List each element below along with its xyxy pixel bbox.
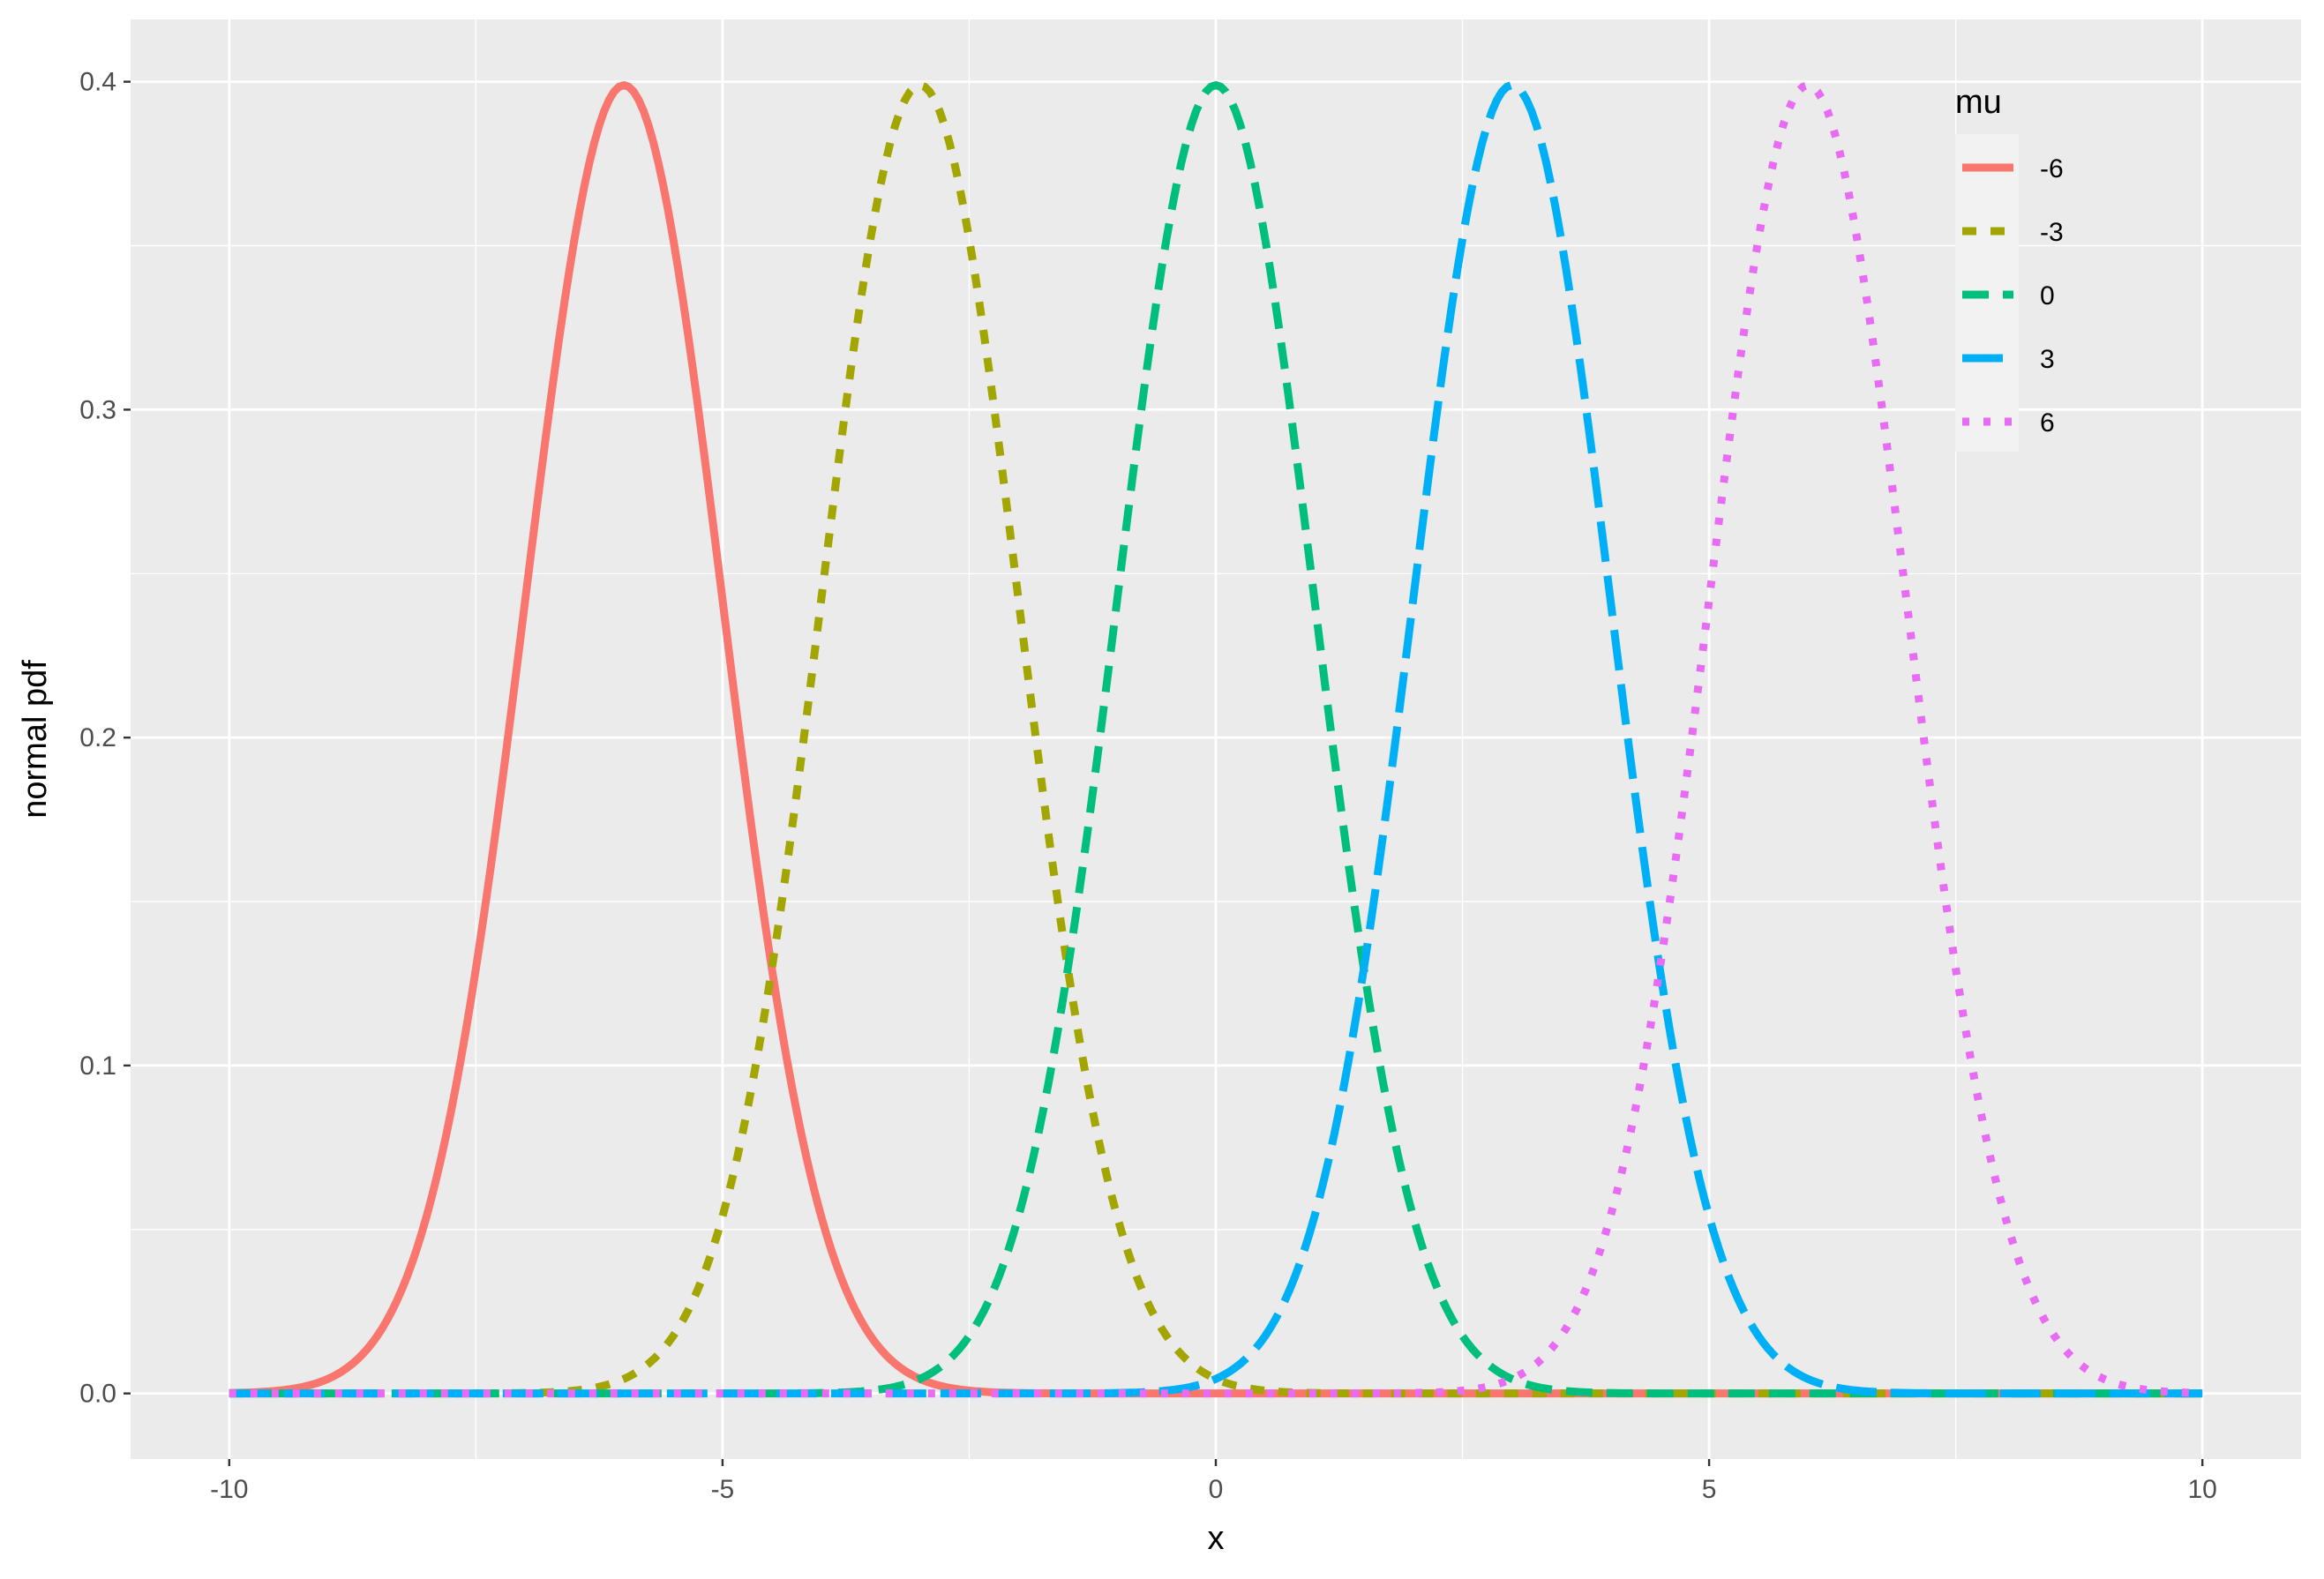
x-tick-label: -5 <box>711 1475 735 1504</box>
legend-label-mu-0: 0 <box>2040 281 2055 311</box>
y-tick-label: 0.2 <box>79 723 116 752</box>
axes: -10 -5 0 5 10 0.0 0.1 0.2 0.3 0.4 <box>79 68 2217 1504</box>
series-line-mu-3 <box>229 81 2203 1398</box>
y-tick-label: 0.3 <box>79 395 116 424</box>
legend: mu -6 -3 0 3 6 <box>1955 84 2064 452</box>
legend-label-mu--6: -6 <box>2040 154 2064 183</box>
x-axis-title: x <box>1208 1520 1225 1557</box>
x-tick-label: 0 <box>1209 1475 1224 1504</box>
x-tick-label: -10 <box>210 1475 248 1504</box>
y-tick-label: 0.0 <box>79 1380 116 1409</box>
series-lines <box>229 81 2203 1398</box>
x-tick-label: 10 <box>2187 1475 2216 1504</box>
legend-title: mu <box>1955 84 2002 121</box>
legend-label-mu-3: 3 <box>2040 345 2055 374</box>
y-tick-label: 0.4 <box>79 68 116 97</box>
y-tick-label: 0.1 <box>79 1051 116 1081</box>
legend-label-mu--3: -3 <box>2040 218 2064 247</box>
y-axis-title: normal pdf <box>17 660 54 819</box>
x-tick-label: 5 <box>1702 1475 1717 1504</box>
legend-items: -6 -3 0 3 6 <box>1962 154 2064 438</box>
legend-label-mu-6: 6 <box>2040 408 2055 438</box>
